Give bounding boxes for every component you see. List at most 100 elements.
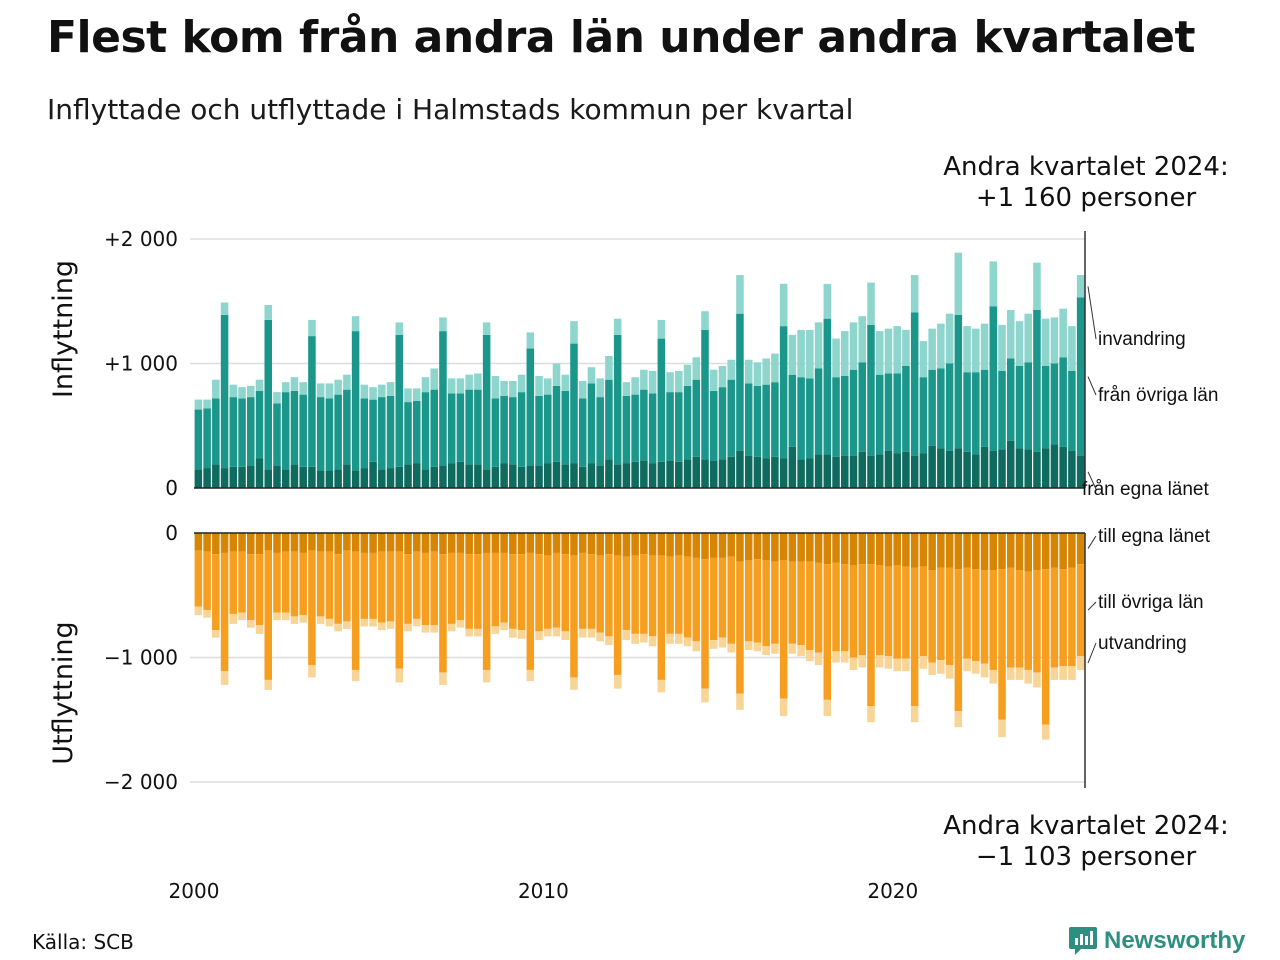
bar-outflow-segment [238,551,246,613]
bar-inflow-segment [1041,365,1050,449]
bar-inflow-segment [281,382,290,393]
bar-outflow-segment [622,533,631,557]
bar-inflow-segment [474,373,482,390]
bar-outflow-segment [264,533,273,551]
bar-inflow-segment [570,321,578,344]
bar-outflow-segment [919,533,928,567]
bar-outflow-segment [474,533,482,555]
x-tick-label: 2000 [169,879,220,903]
bar-inflow-segment [605,379,613,460]
bar-inflow-segment [744,359,753,384]
bar-inflow-segment [299,394,307,467]
bar-outflow-segment [788,533,797,562]
bar-inflow-segment [797,377,805,460]
bar-inflow-segment [1050,317,1059,364]
bar-outflow-segment [1041,724,1050,740]
bar-inflow-segment [535,465,543,488]
bar-outflow-segment [832,562,840,652]
bar-inflow-segment [491,398,500,467]
bar-inflow-segment [290,464,299,488]
bar-inflow-segment [902,451,910,488]
bar-outflow-segment [290,551,299,617]
bar-inflow-segment [1059,357,1067,447]
bar-inflow-segment [255,390,264,459]
bar-outflow-segment [902,566,910,659]
bar-inflow-segment [1033,451,1041,488]
bar-outflow-segment [596,533,604,556]
bar-inflow-segment [552,461,561,488]
bar-inflow-segment [500,380,508,396]
bar-outflow-segment [194,550,203,607]
bar-outflow-segment [500,533,508,553]
bar-outflow-segment [727,643,735,653]
bar-outflow-segment [578,533,587,553]
brand-logo[interactable]: Newsworthy [1068,924,1245,958]
bar-outflow-segment [640,554,648,634]
bar-inflow-segment [945,313,954,364]
bar-inflow-segment [666,392,674,461]
bar-inflow-segment [229,384,238,398]
bar-outflow-segment [474,628,482,637]
bar-outflow-segment [334,533,342,555]
bar-outflow-segment [806,533,814,562]
bar-inflow-segment [517,466,526,488]
bar-inflow-segment [255,379,264,391]
bar-outflow-segment [779,698,788,717]
bar-outflow-segment [666,533,674,557]
bar-inflow-segment [351,316,360,332]
bar-outflow-segment [744,533,753,561]
bar-inflow-segment [779,326,788,459]
bar-outflow-segment [972,569,980,662]
bar-inflow-segment [980,446,989,488]
bar-outflow-segment [299,552,307,616]
bar-outflow-segment [1015,533,1024,571]
bar-inflow-segment [264,319,273,470]
bar-inflow-segment [893,326,901,374]
series-label: till övriga län [1098,592,1204,613]
bar-outflow-segment [989,669,998,684]
series-label: från övriga län [1098,385,1218,406]
bar-inflow-segment [937,323,945,369]
bar-inflow-segment [1050,444,1059,488]
bar-outflow-segment [517,533,526,555]
bar-inflow-segment [919,377,928,454]
bar-outflow-segment [718,557,727,638]
y-tick-label: +1 000 [104,352,178,376]
bar-inflow-segment [675,461,683,488]
bar-inflow-segment [447,393,456,464]
bar-outflow-segment [229,533,238,552]
bar-inflow-segment [605,459,613,488]
bar-outflow-segment [351,533,360,552]
bar-outflow-segment [675,533,683,556]
bar-outflow-segment [605,636,613,646]
bar-inflow-segment [308,466,316,488]
bar-inflow-segment [220,314,229,469]
bar-inflow-segment [648,393,657,464]
bar-outflow-segment [220,671,229,685]
bar-outflow-segment [709,640,718,649]
bar-outflow-segment [386,621,395,629]
bar-inflow-segment [692,379,701,457]
bar-outflow-segment [771,533,779,562]
bar-inflow-segment [561,390,570,465]
bar-outflow-segment [430,625,438,633]
bar-outflow-segment [648,636,657,647]
bar-inflow-segment [273,465,281,488]
bar-outflow-segment [945,567,954,665]
bar-inflow-segment [412,388,421,401]
bar-inflow-segment [404,388,412,403]
bar-outflow-segment [657,555,666,680]
bar-inflow-segment [465,464,473,488]
bar-inflow-segment [963,372,971,452]
bar-outflow-segment [1068,533,1076,568]
bar-inflow-segment [299,466,307,488]
bar-outflow-segment [255,625,264,634]
bar-outflow-segment [334,554,342,624]
bar-outflow-segment [517,554,526,631]
bar-outflow-segment [526,669,535,682]
bar-outflow-segment [194,606,203,616]
bar-outflow-segment [351,551,360,670]
bar-inflow-segment [587,367,596,384]
bar-outflow-segment [526,533,535,553]
bar-inflow-segment [779,283,788,327]
